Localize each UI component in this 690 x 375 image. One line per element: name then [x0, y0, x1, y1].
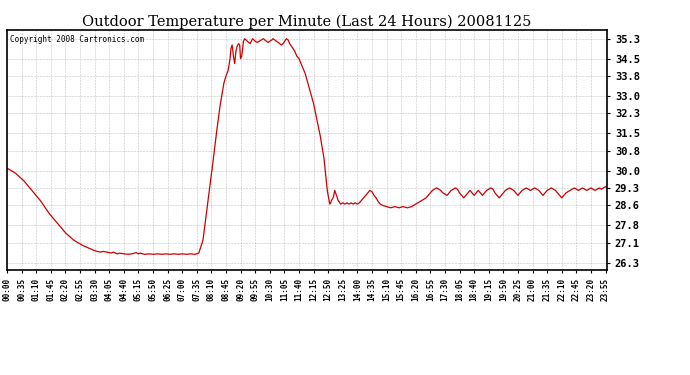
- Text: Copyright 2008 Cartronics.com: Copyright 2008 Cartronics.com: [10, 35, 144, 44]
- Title: Outdoor Temperature per Minute (Last 24 Hours) 20081125: Outdoor Temperature per Minute (Last 24 …: [82, 15, 532, 29]
